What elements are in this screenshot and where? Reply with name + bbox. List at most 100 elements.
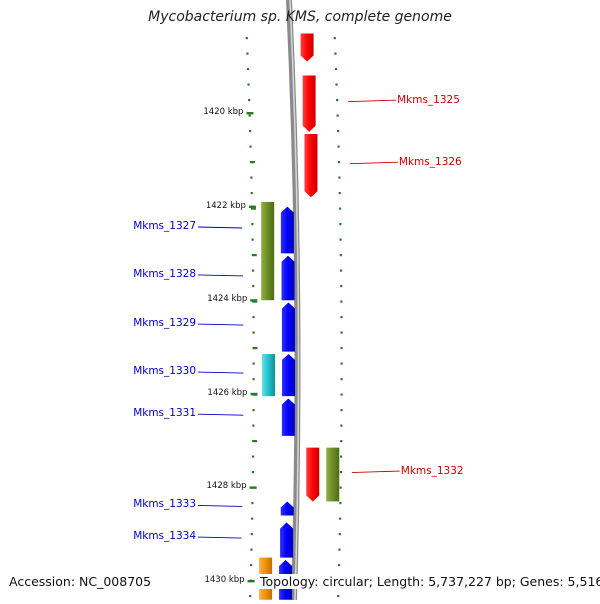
tick-mark <box>249 564 253 567</box>
tick-mark <box>336 114 339 117</box>
tick-mark <box>251 254 257 257</box>
gene-arrow[interactable] <box>281 302 295 352</box>
topology-text: Topology: circular; Length: 5,737,227 bp… <box>258 574 600 589</box>
tick-mark <box>252 424 255 427</box>
tick-mark <box>251 517 254 520</box>
tick-mark <box>339 455 343 458</box>
tick-mark <box>337 145 340 148</box>
tick-mark <box>340 393 343 396</box>
tick-mark <box>339 269 343 272</box>
gene-arrow[interactable] <box>302 75 316 132</box>
tick-mark <box>340 300 343 303</box>
tick-mark <box>339 502 342 505</box>
gene-label[interactable]: Mkms_1328 <box>133 267 196 280</box>
gene-label[interactable]: Mkms_1333 <box>133 498 196 511</box>
gene-label-line <box>197 536 242 539</box>
tick-mark <box>251 502 254 505</box>
tick-mark <box>251 238 254 241</box>
tick-mark <box>252 378 255 381</box>
tick-mark <box>340 347 343 350</box>
tick-mark <box>333 37 336 40</box>
ruler-label: 1422 kbp <box>205 200 246 211</box>
tick-mark <box>245 37 248 40</box>
ruler-tick <box>246 112 254 115</box>
gene-arrow[interactable] <box>281 255 295 301</box>
gene-arrow[interactable] <box>300 33 314 62</box>
gene-label[interactable]: Mkms_1330 <box>133 365 196 378</box>
tick-mark <box>250 207 256 210</box>
page-title: Mycobacterium sp. KMS, complete genome <box>148 9 452 25</box>
gene-arrow[interactable] <box>281 398 295 436</box>
genome-backbone-highlight <box>289 0 300 601</box>
tick-mark <box>334 68 338 71</box>
tick-mark <box>340 440 343 443</box>
gene-label-line <box>197 413 244 416</box>
tick-mark <box>252 440 258 443</box>
gene-arrow[interactable] <box>282 354 296 397</box>
tick-mark <box>250 192 253 195</box>
gene-label[interactable]: Mkms_1329 <box>133 317 196 330</box>
tick-mark <box>334 52 337 55</box>
tick-mark <box>339 471 342 474</box>
tick-mark <box>337 564 341 567</box>
tick-mark <box>249 145 252 148</box>
gene-label-line <box>197 505 243 507</box>
tick-mark <box>251 223 254 226</box>
gene-label-line <box>197 323 244 326</box>
ruler-tick <box>248 205 256 208</box>
tick-mark <box>339 238 342 241</box>
gene-arrow[interactable] <box>280 501 294 516</box>
ruler-label: 1424 kbp <box>207 294 248 305</box>
ruler-label: 1420 kbp <box>203 107 244 117</box>
tick-mark <box>339 223 342 226</box>
tick-mark <box>340 331 343 334</box>
tick-mark <box>339 486 342 489</box>
tick-mark <box>247 83 250 86</box>
ruler-label: 1430 kbp <box>204 575 245 585</box>
feature-block <box>261 201 275 301</box>
tick-mark <box>249 595 252 598</box>
gene-label-line <box>197 371 244 374</box>
tick-mark <box>337 161 341 164</box>
tick-mark <box>338 176 341 179</box>
tick-mark <box>340 362 343 365</box>
tick-mark <box>252 362 255 365</box>
tick-mark <box>338 548 341 551</box>
tick-mark <box>246 52 249 55</box>
tick-mark <box>252 409 255 412</box>
gene-arrow[interactable] <box>280 522 294 558</box>
tick-mark <box>251 455 255 458</box>
tick-mark <box>249 161 255 164</box>
accession-text: Accession: NC_008705 <box>7 574 154 589</box>
gene-label[interactable]: Mkms_1327 <box>133 220 196 232</box>
ruler-tick <box>250 299 258 302</box>
tick-mark <box>339 517 342 520</box>
tick-mark <box>340 378 343 381</box>
gene-label-line <box>348 99 397 103</box>
tick-mark <box>338 192 341 195</box>
tick-mark <box>252 285 255 288</box>
gene-label[interactable]: Mkms_1331 <box>133 407 196 420</box>
tick-mark <box>248 99 251 102</box>
gene-arrow[interactable] <box>304 134 318 198</box>
gene-label[interactable]: Mkms_1332 <box>400 464 464 477</box>
gene-label[interactable]: Mkms_1326 <box>398 155 462 168</box>
tick-mark <box>340 424 343 427</box>
tick-mark <box>339 254 342 257</box>
tick-mark <box>248 114 251 117</box>
tick-mark <box>250 176 253 179</box>
feature-block <box>326 447 340 502</box>
tick-mark <box>337 130 340 133</box>
gene-label[interactable]: Mkms_1334 <box>133 530 196 543</box>
ruler-tick <box>247 580 255 583</box>
tick-mark <box>252 347 258 350</box>
ruler-label: 1426 kbp <box>207 387 248 398</box>
tick-mark <box>336 99 339 102</box>
gene-arrow[interactable] <box>306 447 320 502</box>
gene-arrow[interactable] <box>280 206 294 254</box>
genome-backbone <box>286 0 301 601</box>
gene-label[interactable]: Mkms_1325 <box>397 93 460 106</box>
tick-mark <box>337 595 340 598</box>
ruler-label: 1428 kbp <box>206 481 247 492</box>
